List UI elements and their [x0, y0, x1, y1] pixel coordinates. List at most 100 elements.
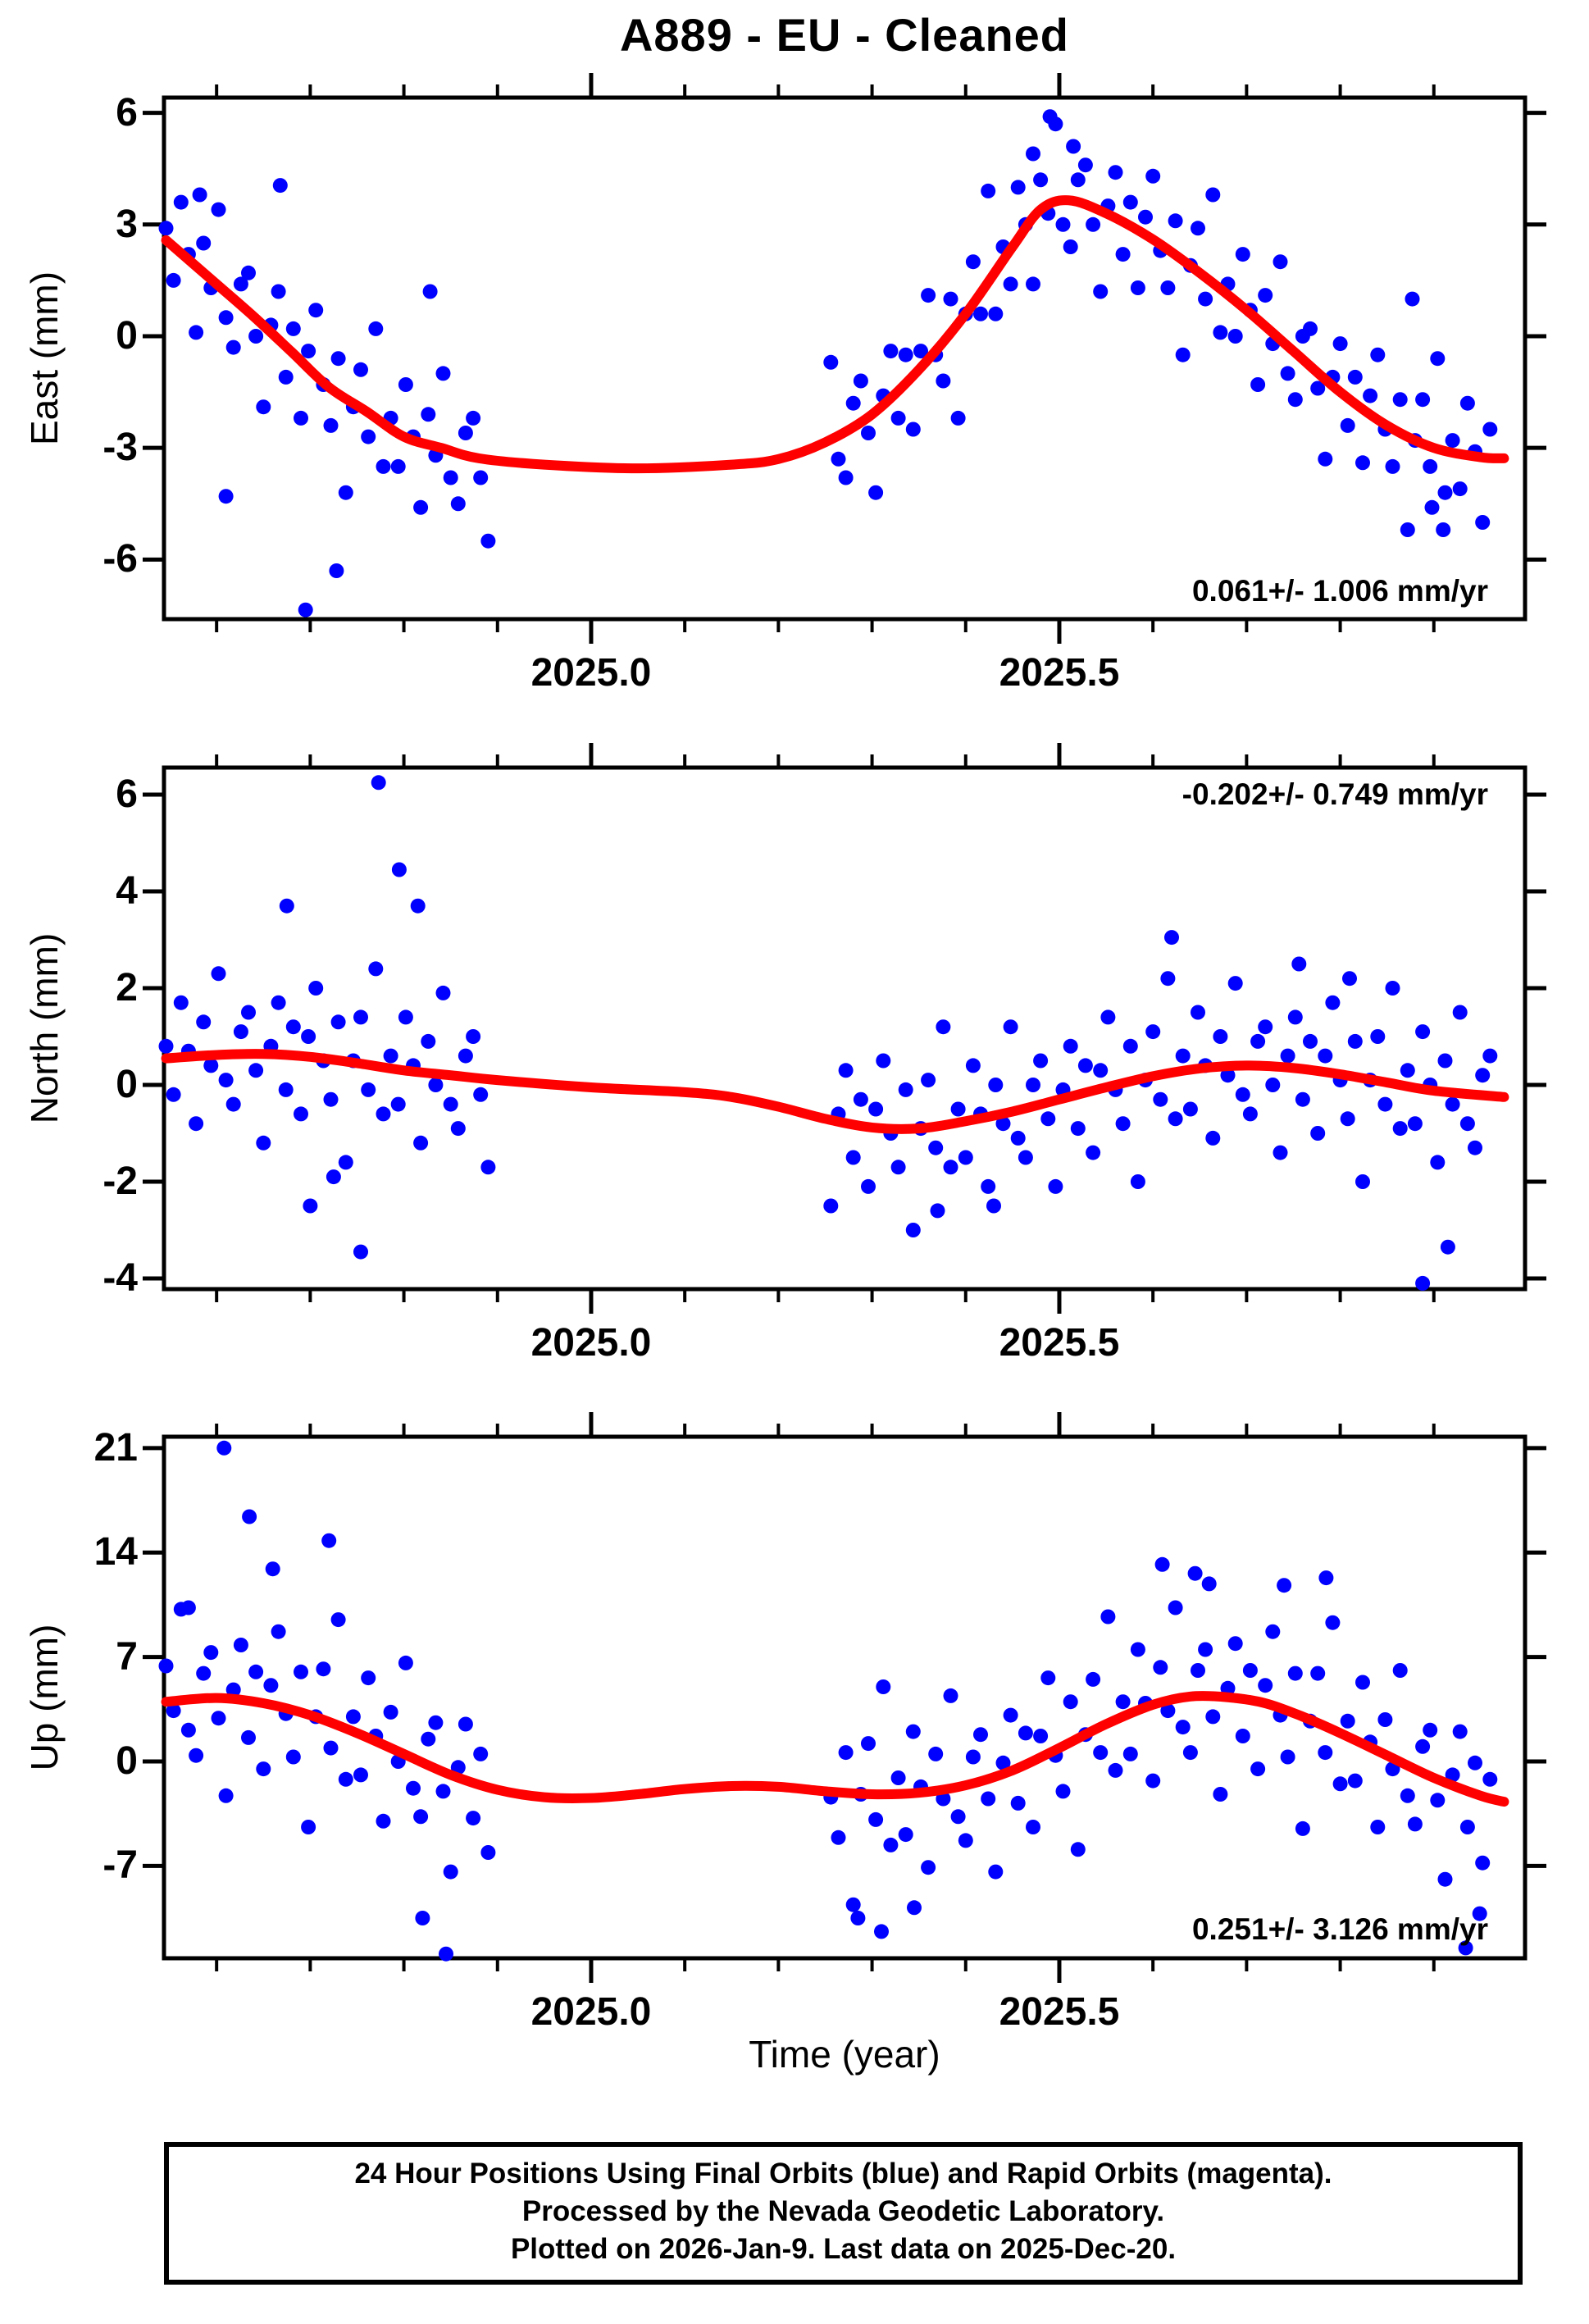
plot-title: A889 - EU - Cleaned [619, 9, 1070, 61]
data-point [466, 1811, 481, 1826]
data-point [265, 1561, 280, 1577]
data-point [1407, 1816, 1423, 1832]
data-point [1145, 1773, 1161, 1789]
east-x-tick-label: 2025.0 [530, 651, 652, 695]
data-point [1347, 369, 1363, 385]
data-point [376, 1813, 391, 1829]
data-point [913, 344, 928, 359]
data-point [1342, 971, 1357, 987]
data-point [353, 362, 368, 377]
data-point [480, 1160, 496, 1175]
data-point [241, 265, 256, 280]
data-point [1273, 1145, 1288, 1160]
north-y-tick-label: 2 [116, 966, 138, 1010]
caption-box: 24 Hour Positions Using Final Orbits (bl… [164, 2142, 1523, 2285]
data-point [1130, 1174, 1145, 1189]
data-point [225, 339, 241, 355]
data-point [353, 1767, 368, 1783]
data-point [345, 1709, 361, 1725]
caption-line-2: Processed by the Nevada Geodetic Laborat… [521, 2195, 1165, 2227]
data-point [225, 1096, 241, 1112]
data-point [415, 1911, 430, 1925]
data-point [1280, 1749, 1295, 1765]
data-point [301, 344, 316, 359]
data-point [233, 1024, 248, 1040]
data-point [1198, 1642, 1213, 1657]
data-point [1459, 1116, 1475, 1132]
data-point [876, 1679, 891, 1694]
data-point [868, 1101, 884, 1117]
data-point [1445, 433, 1460, 449]
data-point [1407, 1116, 1423, 1132]
data-point [921, 1073, 936, 1088]
data-point [943, 1160, 958, 1175]
data-point [435, 366, 451, 381]
data-point [988, 306, 1004, 321]
up-y-tick-label: 0 [116, 1738, 138, 1783]
data-point [898, 1082, 913, 1097]
data-point [1291, 956, 1307, 972]
data-point [1472, 1906, 1487, 1921]
data-point [473, 470, 489, 485]
data-point [1452, 1724, 1468, 1739]
data-point [1325, 995, 1341, 1010]
data-point [1459, 395, 1475, 411]
data-point [1385, 981, 1400, 996]
data-point [838, 470, 854, 485]
data-point [368, 321, 384, 336]
data-point [1347, 1773, 1363, 1789]
data-point [225, 1682, 241, 1697]
data-point [1318, 1570, 1334, 1586]
data-point [973, 306, 988, 321]
data-point [823, 354, 839, 370]
data-point [473, 1746, 489, 1761]
data-point [1295, 1091, 1310, 1107]
data-point [1122, 1038, 1138, 1054]
data-point [1332, 336, 1348, 352]
data-point [192, 187, 207, 203]
up-y-tick-label: 14 [93, 1530, 138, 1574]
data-point [1437, 1053, 1453, 1069]
data-point [1258, 288, 1273, 303]
data-point [353, 1009, 368, 1025]
data-point [279, 898, 294, 914]
data-point [883, 1837, 899, 1852]
data-point [1468, 1140, 1482, 1155]
data-point [1063, 1038, 1078, 1054]
data-point [1287, 1666, 1303, 1681]
data-point [930, 1203, 945, 1219]
data-point [413, 1809, 429, 1825]
data-point [905, 1223, 921, 1237]
data-point [1191, 1005, 1205, 1020]
data-point [1086, 216, 1101, 232]
data-point [1325, 1615, 1341, 1630]
data-point [890, 1770, 906, 1785]
data-point [278, 1082, 294, 1097]
data-point [928, 1746, 944, 1761]
data-point [323, 1740, 339, 1756]
data-point [1445, 1767, 1460, 1783]
data-point [158, 221, 174, 236]
data-point [1182, 1101, 1198, 1117]
data-point [1003, 1019, 1018, 1035]
data-point [1318, 1745, 1333, 1761]
data-point [1340, 1111, 1355, 1127]
data-point [1227, 1636, 1243, 1652]
data-point [1475, 1068, 1491, 1083]
data-point [1250, 1761, 1266, 1777]
data-point [1115, 247, 1131, 262]
data-point [1070, 1121, 1086, 1137]
east-trend-line [161, 195, 1509, 474]
data-point [1430, 1155, 1446, 1170]
data-point [421, 1731, 436, 1747]
data-point [421, 1033, 436, 1049]
data-point [1205, 187, 1221, 203]
data-point [338, 1771, 353, 1787]
up-trend-line [161, 1691, 1509, 1807]
data-point [1475, 515, 1491, 530]
data-point [1273, 254, 1288, 270]
data-point [218, 310, 234, 326]
data-point [450, 496, 466, 512]
data-point [981, 1791, 996, 1807]
